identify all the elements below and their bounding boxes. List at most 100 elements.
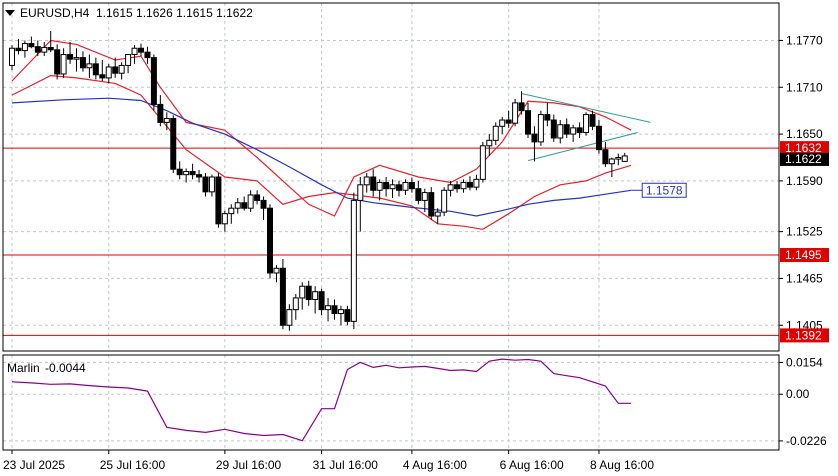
ma-label-box [641,182,687,198]
candle-body [350,199,357,322]
marlin-line [11,358,632,442]
candle-body [286,309,293,326]
candle-body [544,114,551,121]
upper-band-line [11,39,632,217]
candle-body [563,124,570,135]
indicator-value: -0.0044 [45,361,86,375]
candle-body [454,184,461,190]
candle-body [279,267,286,326]
candle-body [189,171,196,176]
candle-body [499,119,506,127]
triangle-trendline [521,93,651,123]
candle-body [163,117,170,123]
level-price-label: 1.1392 [785,328,822,342]
candle-body [608,158,615,165]
ohlc-values: 1.1615 1.1626 1.1615 1.1622 [96,6,253,20]
candle-body [144,51,151,59]
candle-body [54,49,61,75]
candle-body [337,309,344,315]
candle-body [241,202,248,209]
candle-body [344,309,351,322]
triangle-down-icon[interactable] [5,10,15,16]
indicator-name: Marlin [7,361,40,375]
candle-body [86,63,93,69]
candle-body [370,176,377,191]
candle-body [396,184,402,191]
candle-body [221,213,228,225]
chart-header: EURUSD,H4 1.1615 1.1626 1.1615 1.1622 [5,6,253,20]
candle-body [518,102,525,112]
y-tick-label: 1.1525 [786,225,823,239]
candlestick-series [9,31,628,331]
candle-body [234,202,241,209]
candle-body [550,119,557,139]
candle-body [525,110,531,135]
indicator-pane-border [2,354,780,451]
x-tick-label: 29 Jul 16:00 [216,458,282,472]
candle-body [99,74,106,79]
candle-body [15,47,22,52]
candle-body [196,174,203,178]
current-price-label: 1.1622 [785,152,822,166]
candle-body [125,53,132,66]
candle-body [531,133,538,143]
candle-body [557,124,564,139]
candle-body [73,57,80,60]
candle-body [402,181,409,191]
lower-band-line [11,74,632,230]
candle-body [215,176,222,225]
candle-body [105,66,112,79]
candle-body [21,43,28,52]
candle-body [312,291,319,301]
candle-body [421,192,428,201]
candle-body [9,47,15,66]
y-tick-label: 1.1650 [786,127,823,141]
candle-body [208,176,215,193]
candle-body [615,156,622,160]
candle-body [157,103,164,123]
x-tick-label: 6 Aug 16:00 [500,458,564,472]
y-tick-label: 1.1770 [786,33,823,47]
candle-body [570,127,577,135]
candle-body [415,188,422,201]
candle-body [34,46,41,53]
candle-body [583,114,590,134]
level-price-box [780,328,829,343]
candle-body [466,181,473,188]
candle-body [537,114,544,143]
candle-body [460,181,467,190]
candle-body [441,189,448,213]
candle-body [112,66,119,74]
candle-body [260,199,267,209]
candle-body [318,291,325,311]
indicator-pane-grid [3,355,779,450]
price-axis: 1.1770 1.1710 1.1650 1.1590 1.1525 1.1465 1.14… [779,33,827,448]
candle-body [118,64,125,74]
candle-body [325,305,332,311]
candle-body [92,63,99,76]
indicator-tick-label: 0.0154 [786,355,823,369]
indicator-header: Marlin -0.0044 [7,361,86,375]
candle-body [292,297,299,311]
candle-body [383,181,390,190]
candle-body [228,207,235,215]
candle-body [299,285,306,299]
candle-body [363,176,370,186]
x-tick-label: 8 Aug 16:00 [590,458,654,472]
candle-body [589,114,596,127]
candle-body [331,305,338,315]
candle-body [176,168,183,176]
x-tick-label: 23 Jul 2025 [3,458,65,472]
candle-body [47,46,54,51]
y-tick-label: 1.1590 [786,174,823,188]
pane-frames [2,2,780,451]
candle-body [389,184,396,190]
level-price-label: 1.1632 [785,141,822,155]
level-price-label: 1.1495 [785,248,822,262]
candle-body [505,119,512,124]
candle-body [41,46,48,53]
candle-body [473,178,480,188]
triangle-trendline [527,132,638,162]
candle-body [79,57,86,69]
x-tick-label: 4 Aug 16:00 [403,458,467,472]
